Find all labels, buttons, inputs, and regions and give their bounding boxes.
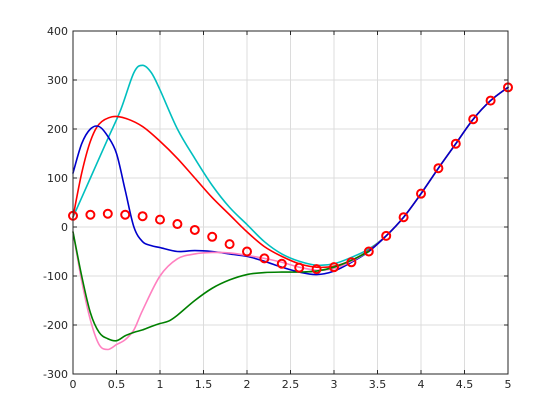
y-tick-label: 100 bbox=[47, 172, 68, 185]
data-point bbox=[242, 246, 252, 257]
data-point bbox=[120, 209, 131, 220]
data-point bbox=[416, 188, 426, 199]
x-tick-label: 0 bbox=[70, 378, 77, 391]
data-point bbox=[329, 262, 339, 273]
x-tick-label: 1 bbox=[157, 378, 164, 391]
x-tick-label: 4 bbox=[418, 378, 425, 391]
data-point bbox=[102, 208, 113, 219]
data-point bbox=[276, 258, 287, 269]
data-point bbox=[346, 257, 357, 268]
data-point bbox=[85, 209, 96, 220]
x-tick-label: 3 bbox=[331, 378, 338, 391]
data-point bbox=[224, 239, 235, 250]
y-tick-label: 400 bbox=[47, 25, 68, 38]
data-point bbox=[381, 230, 392, 241]
series-3-line bbox=[72, 231, 370, 351]
x-tick-label: 2 bbox=[244, 378, 251, 391]
data-point bbox=[311, 264, 322, 275]
data-point bbox=[207, 231, 218, 242]
data-point bbox=[433, 163, 444, 174]
data-point bbox=[189, 224, 200, 235]
x-tick-label: 5 bbox=[505, 378, 512, 391]
x-tick-label: 3.5 bbox=[369, 378, 387, 391]
data-point bbox=[172, 219, 183, 230]
data-point bbox=[485, 95, 496, 106]
y-tick-label: 0 bbox=[61, 221, 68, 234]
x-tick-label: 1.5 bbox=[195, 378, 213, 391]
data-point bbox=[468, 114, 479, 125]
y-tick-label: 200 bbox=[47, 123, 68, 136]
y-tick-label: -100 bbox=[43, 270, 68, 283]
data-point bbox=[363, 246, 374, 257]
y-tick-label: 300 bbox=[47, 74, 68, 87]
data-point bbox=[155, 214, 165, 225]
plot-frame bbox=[72, 30, 509, 375]
y-tick-label: -200 bbox=[43, 319, 68, 332]
data-point bbox=[259, 253, 270, 264]
data-point bbox=[450, 138, 461, 149]
x-tick-label: 2.5 bbox=[282, 378, 300, 391]
data-point bbox=[137, 211, 148, 222]
data-point bbox=[294, 262, 305, 273]
x-tick-label: 0.5 bbox=[108, 378, 126, 391]
data-point bbox=[398, 212, 409, 223]
axis-ticks: 0 0.5 1 1.5 2 2.5 3 3.5 4 4.5 5 -300 -200 -100 0 100 200… bbox=[43, 25, 511, 391]
x-tick-label: 4.5 bbox=[456, 378, 474, 391]
y-tick-label: -300 bbox=[43, 368, 68, 381]
